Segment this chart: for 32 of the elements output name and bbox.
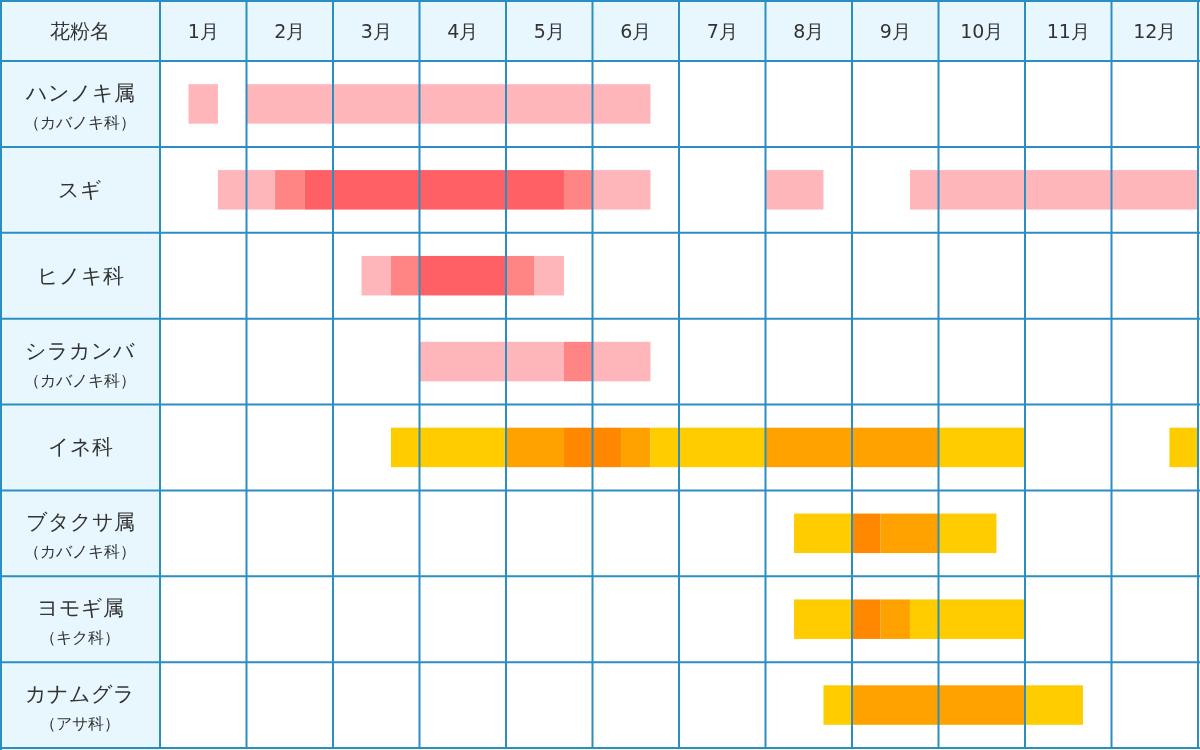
bar (1169, 427, 1198, 468)
bar (852, 513, 881, 554)
x-tick-label: 4月 (447, 19, 479, 42)
bar (534, 255, 564, 296)
y-tick-label: ハンノキ属（カバノキ科） (24, 80, 136, 132)
bar (275, 170, 305, 210)
x-tick-label: 8月 (793, 19, 825, 42)
x-tick-label: 12月 (1133, 19, 1177, 42)
x-tick-label: 9月 (879, 19, 911, 42)
x-tick-label: 10月 (960, 19, 1004, 42)
x-tick-label: 6月 (620, 19, 652, 42)
y-tick-label: スギ (58, 177, 102, 202)
bar (852, 599, 881, 639)
y-tick-label: ヨモギ属（キク科） (36, 596, 124, 648)
x-tick-label: 3月 (360, 19, 392, 42)
x-tick-label: 5月 (533, 19, 565, 42)
bar (592, 170, 651, 210)
y-tick-label: シラカンバ（カバノキ科） (24, 338, 136, 390)
x-tick-label: 2月 (274, 19, 306, 42)
x-tick-label: 7月 (706, 19, 738, 42)
x-tick-label: 11月 (1046, 19, 1090, 42)
x-tick-label: 1月 (187, 19, 219, 42)
y-tick-label: イネ科 (47, 435, 113, 460)
y-tick-label: カナムグラ（アサ科） (25, 682, 135, 734)
bar (419, 255, 506, 296)
bar (390, 255, 420, 296)
bar (563, 341, 593, 382)
bar (563, 427, 622, 468)
bar (304, 170, 564, 210)
y-tick-label: ブタクサ属（カバノキ科） (24, 510, 136, 562)
y-tick-label: ヒノキ科 (36, 263, 124, 288)
y-axis-title: 花粉名 (50, 18, 110, 43)
